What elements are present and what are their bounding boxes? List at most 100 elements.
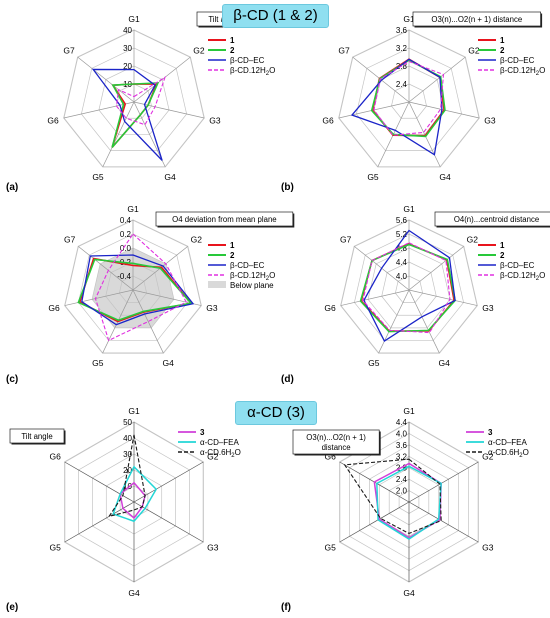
- category-label: G4: [403, 588, 415, 598]
- legend-label: α-CD.6H2O: [488, 448, 529, 459]
- series-polygon: [94, 233, 187, 342]
- spoke: [133, 101, 166, 168]
- tick-label: 0.0: [120, 244, 132, 253]
- grid-ring: [394, 275, 424, 303]
- category-label: G3: [207, 543, 219, 553]
- series-polygon: [370, 59, 446, 138]
- legend-label: α-CD–FEA: [488, 438, 528, 447]
- grid-ring: [338, 29, 480, 168]
- tick-label: 4.4: [396, 258, 408, 267]
- tick-label: 20: [123, 62, 132, 71]
- category-label: G5: [367, 172, 379, 182]
- category-label: G3: [209, 115, 221, 125]
- category-label: G6: [50, 452, 62, 462]
- category-label: G4: [162, 358, 174, 368]
- category-label: G7: [340, 234, 352, 244]
- panel-label: (d): [281, 374, 294, 385]
- category-label: G4: [439, 172, 451, 182]
- tick-label: 30: [123, 44, 132, 53]
- category-label: G2: [193, 45, 205, 55]
- grid-ring: [63, 29, 205, 168]
- grid-ring: [78, 233, 188, 341]
- chart-title: distance: [322, 443, 351, 452]
- category-label: G3: [206, 303, 218, 313]
- chart-title: O3(n)...O2(n + 1) distance: [431, 15, 522, 24]
- category-label: G6: [47, 115, 59, 125]
- spoke: [77, 56, 135, 103]
- tick-label: 2.0: [396, 487, 408, 496]
- legend-label: α-CD–FEA: [200, 438, 240, 447]
- category-label: G5: [368, 358, 380, 368]
- category-label: G5: [92, 172, 104, 182]
- tick-label: 3.6: [396, 26, 408, 35]
- tick-label: 10: [123, 482, 132, 491]
- category-label: G5: [325, 543, 337, 553]
- tick-label: 40: [123, 434, 132, 443]
- title-box: [155, 211, 294, 227]
- category-label: G7: [338, 45, 350, 55]
- tick-label: 4.4: [396, 418, 408, 427]
- series-polygon: [343, 458, 442, 535]
- spoke: [408, 461, 479, 503]
- legend-label: β-CD.12H2O: [500, 271, 545, 282]
- panel-label: (a): [6, 182, 18, 193]
- spoke: [102, 101, 135, 168]
- spoke: [132, 289, 164, 354]
- spoke: [340, 289, 410, 306]
- alpha-cd-banner: α-CD (3): [235, 401, 317, 425]
- legend-label: 3: [488, 428, 493, 437]
- grid-ring: [367, 247, 451, 329]
- grid-ring: [118, 275, 148, 303]
- category-label: G3: [484, 115, 496, 125]
- spoke: [64, 501, 135, 543]
- series-polygon: [77, 258, 193, 322]
- series-polygon: [115, 76, 166, 126]
- tick-label: -0.4: [117, 272, 131, 281]
- chart-title: O3(n)...O2(n + 1): [306, 433, 366, 442]
- beta-cd-banner: β-CD (1 & 2): [222, 4, 329, 28]
- series-polygon: [111, 82, 160, 148]
- grid-ring: [80, 47, 188, 152]
- tick-label: 50: [123, 418, 132, 427]
- title-box: [412, 11, 541, 27]
- spoke: [133, 101, 205, 119]
- radar-panel-5: G1 G2 G3 G4 G5 G6 2.0 2.4 2.8 3.2 3.6 4.0 4.4 O3(n)..…: [281, 406, 529, 613]
- grid-ring: [355, 47, 463, 152]
- series-polygon: [91, 68, 163, 161]
- panel-label: (c): [6, 374, 18, 385]
- spoke: [78, 246, 134, 291]
- legend-label: 2: [230, 251, 235, 260]
- grid-ring: [381, 261, 437, 316]
- tick-label: 5.2: [396, 230, 408, 239]
- spoke: [408, 289, 478, 306]
- series-polygon: [362, 242, 451, 334]
- tick-label: 3.2: [396, 44, 408, 53]
- chart-title: O4(n)...centroid distance: [454, 215, 539, 224]
- legend-label: β-CD–EC: [500, 261, 535, 270]
- category-label: G1: [128, 14, 140, 24]
- legend-label: β-CD–EC: [230, 56, 265, 65]
- legend-label: β-CD.12H2O: [230, 271, 275, 282]
- series-polygon: [373, 462, 442, 539]
- category-label: G4: [164, 172, 176, 182]
- grid-ring: [116, 83, 152, 119]
- category-label: G7: [64, 234, 76, 244]
- title-box: [9, 428, 65, 444]
- legend-label: 3: [200, 428, 205, 437]
- category-label: G1: [403, 204, 415, 214]
- category-label: G5: [92, 358, 104, 368]
- legend-label: 1: [230, 36, 235, 45]
- spoke: [408, 501, 479, 543]
- legend-label: β-CD–EC: [500, 56, 535, 65]
- category-label: G2: [468, 45, 480, 55]
- panel-label: (f): [281, 602, 291, 613]
- spoke: [408, 56, 466, 103]
- series-polygon: [363, 229, 456, 343]
- legend-label: 1: [500, 241, 505, 250]
- tick-label: 2.4: [396, 80, 408, 89]
- grid-ring: [373, 65, 445, 135]
- tick-label: 2.8: [396, 464, 408, 473]
